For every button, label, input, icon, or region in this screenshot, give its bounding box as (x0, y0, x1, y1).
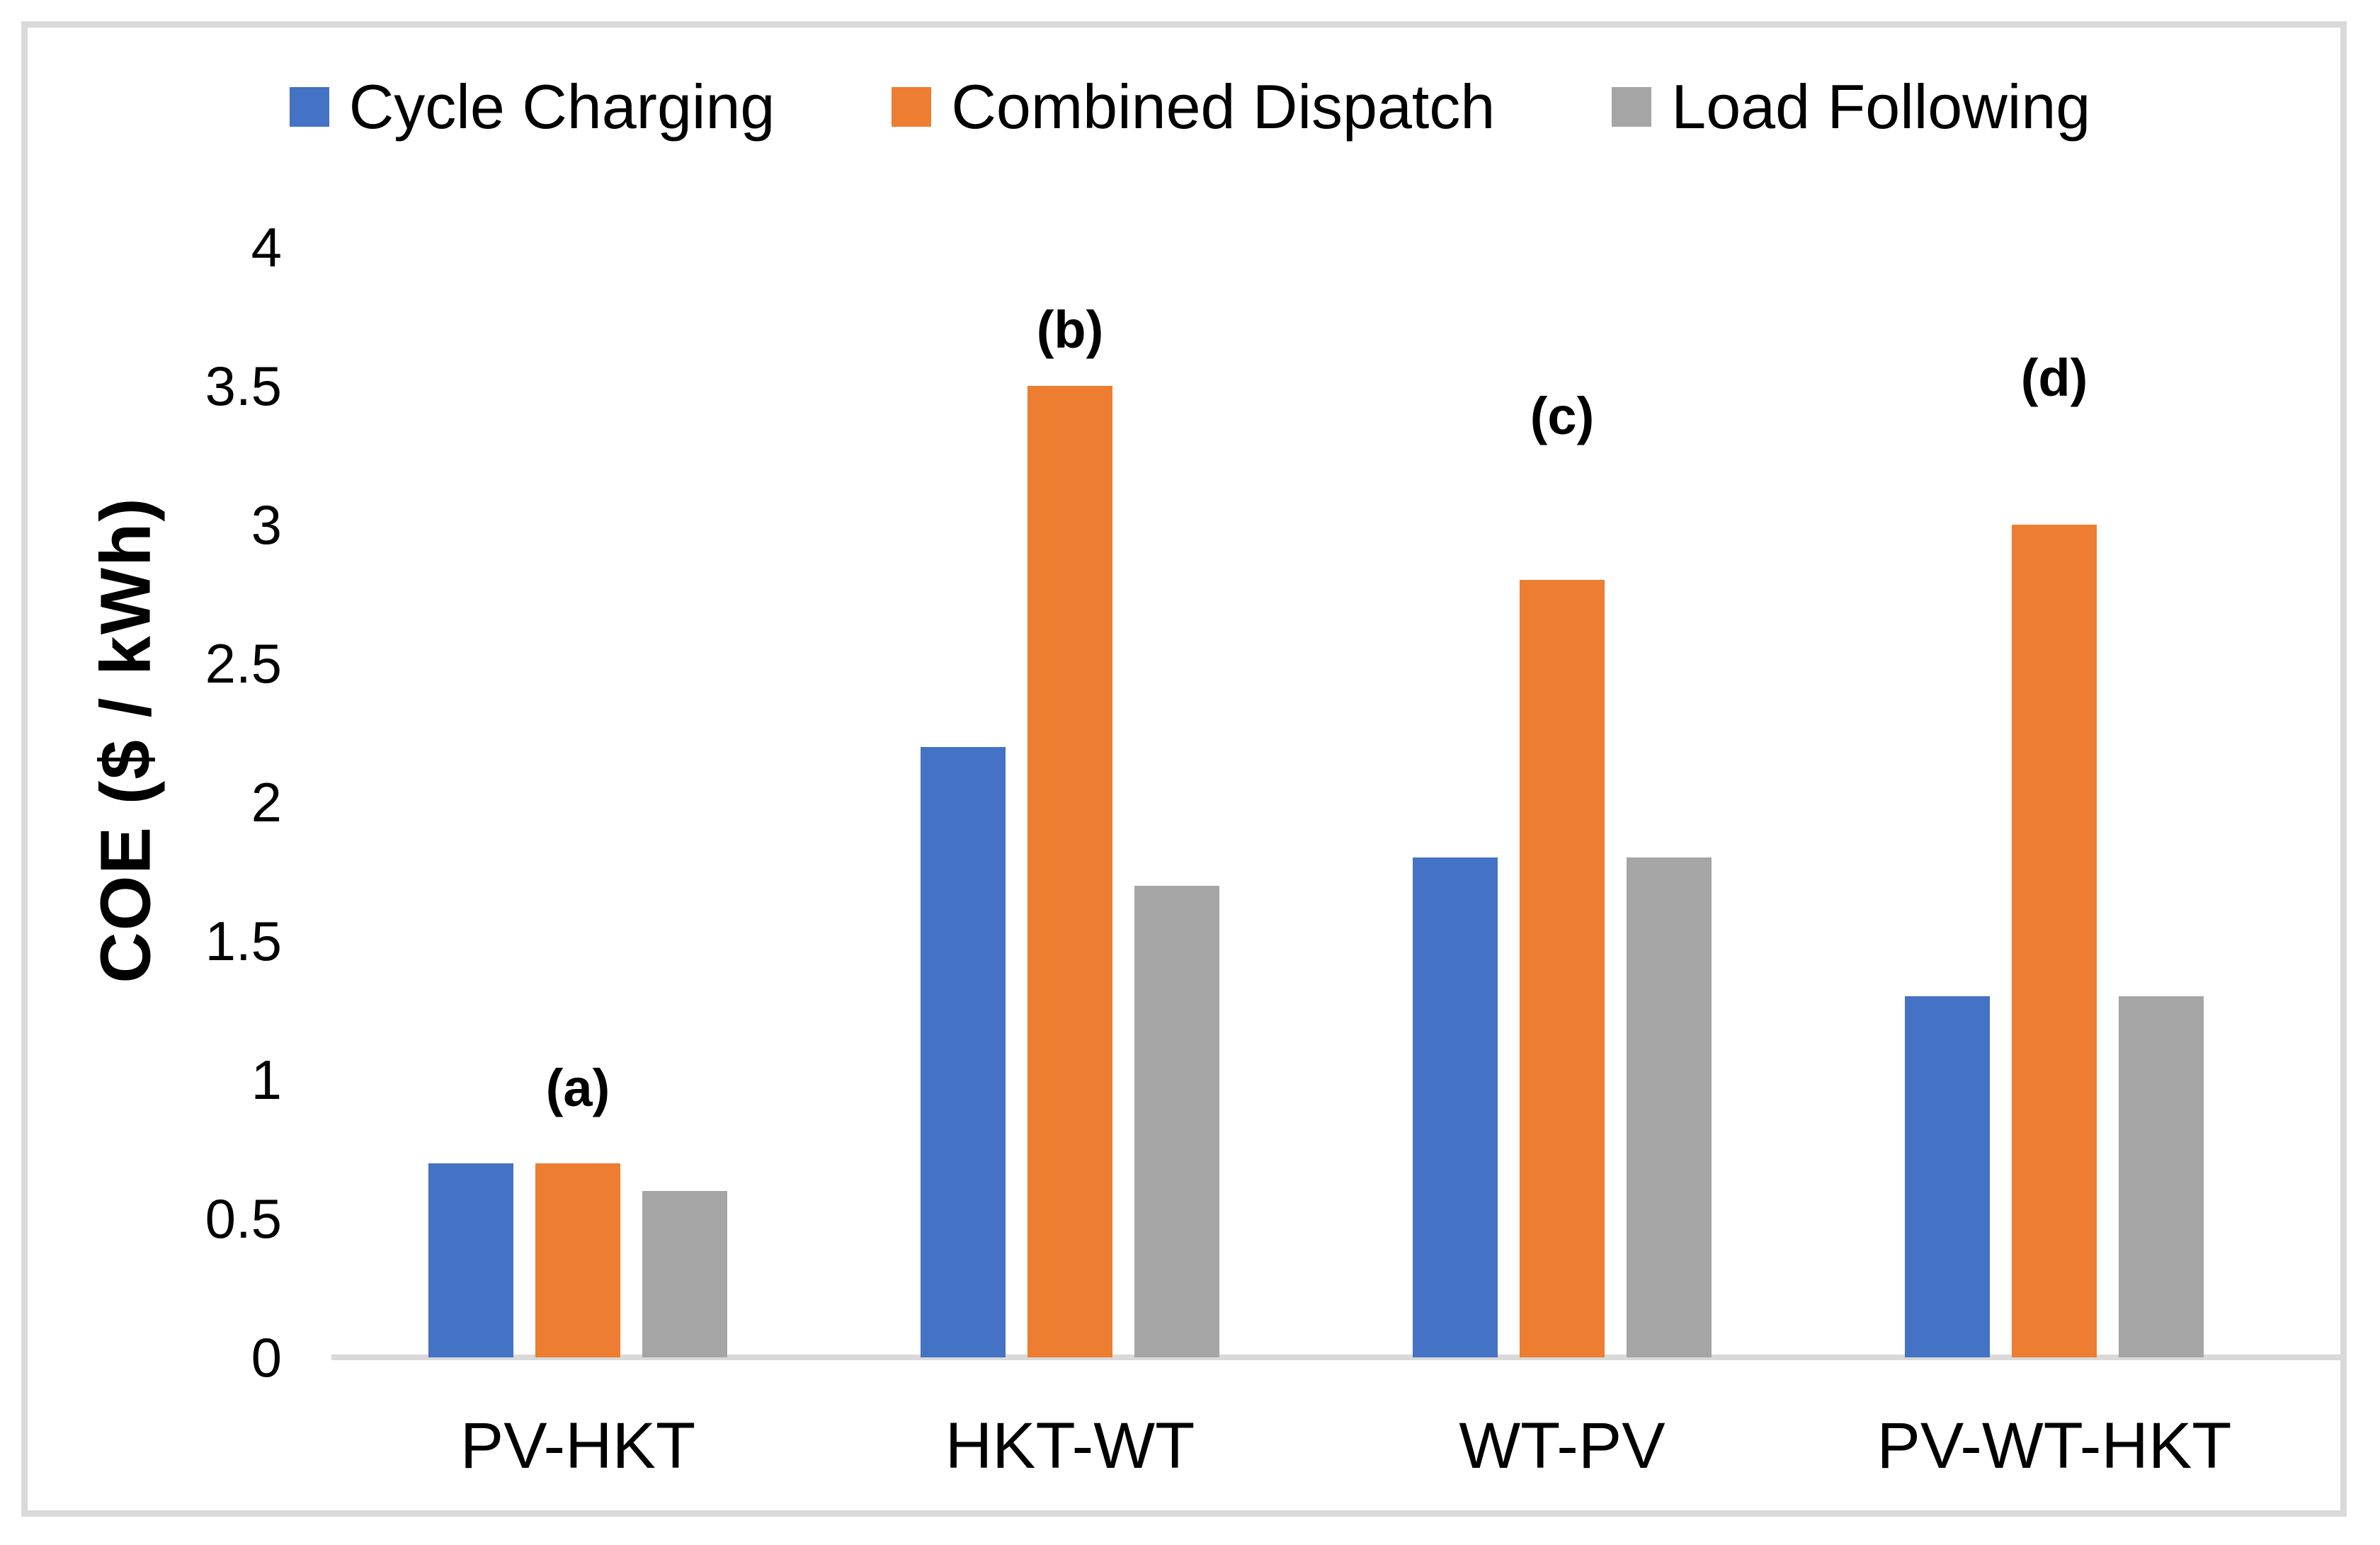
y-tick-label: 4 (251, 216, 282, 278)
bar (642, 1191, 727, 1357)
x-category-label: WT-PV (1459, 1410, 1666, 1482)
bar (1520, 580, 1605, 1357)
bar (1134, 886, 1219, 1357)
x-category-label: HKT-WT (945, 1410, 1195, 1482)
y-tick-label: 1.5 (205, 910, 282, 972)
y-tick-label: 1 (251, 1049, 282, 1111)
legend-label: Cycle Charging (348, 72, 775, 142)
y-tick-label: 0 (251, 1326, 282, 1389)
annotation-label: (d) (2020, 348, 2088, 407)
bar (1627, 857, 1712, 1357)
bar (1413, 857, 1498, 1357)
x-axis-line (331, 1355, 2342, 1360)
bar (535, 1163, 620, 1357)
legend: Cycle Charging Combined Dispatch Load Foll… (0, 71, 2380, 142)
legend-label: Combined Dispatch (951, 72, 1496, 142)
annotation-label: (c) (1530, 387, 1595, 445)
bar (2012, 525, 2097, 1357)
y-tick-label: 0.5 (205, 1187, 282, 1250)
legend-item: Cycle Charging (289, 71, 775, 142)
bar (2119, 996, 2204, 1357)
x-category-label: PV-WT-HKT (1877, 1410, 2232, 1482)
figure-border (21, 21, 2347, 1517)
annotation-label: (a) (545, 1059, 610, 1117)
y-tick-label: 3.5 (205, 355, 282, 417)
bar (1027, 386, 1112, 1357)
y-tick-label: 2.5 (205, 632, 282, 695)
annotation-label: (b) (1036, 300, 1104, 359)
legend-swatch-icon (892, 86, 932, 127)
legend-swatch-icon (289, 86, 329, 127)
legend-label: Load Following (1671, 72, 2091, 142)
x-category-label: PV-HKT (460, 1410, 696, 1482)
bar (921, 747, 1006, 1357)
y-tick-label: 3 (251, 494, 282, 556)
y-tick-label: 2 (251, 771, 282, 833)
bar (428, 1163, 513, 1357)
bar (1905, 996, 1990, 1357)
legend-swatch-icon (1612, 86, 1652, 127)
legend-item: Load Following (1612, 71, 2090, 142)
legend-item: Combined Dispatch (892, 71, 1495, 142)
